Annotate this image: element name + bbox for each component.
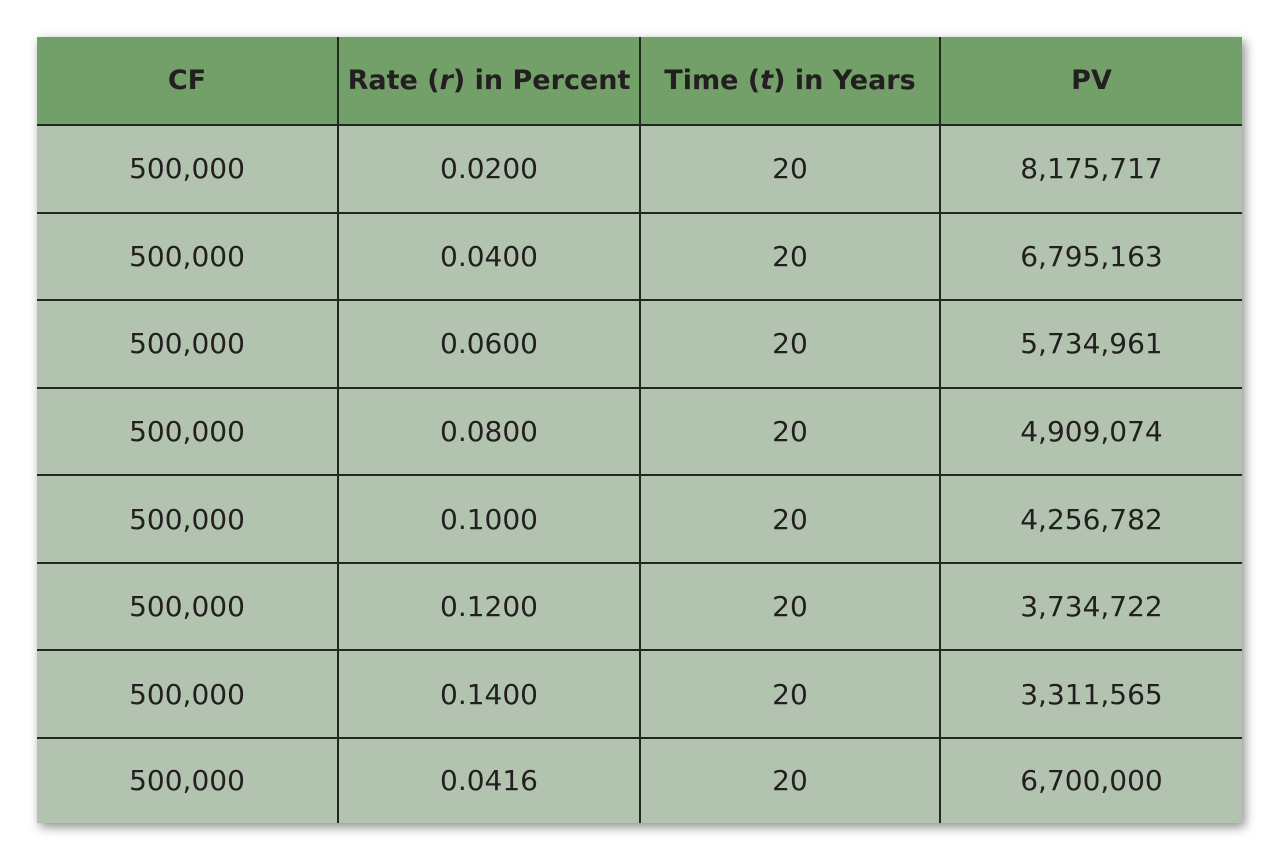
cell-pv: 3,311,565 bbox=[939, 649, 1242, 739]
cell-time: 20 bbox=[639, 649, 941, 739]
cell-time: 20 bbox=[639, 124, 941, 214]
pv-table-container: CF Rate (r) in Percent Time (t) in Years… bbox=[37, 37, 1242, 823]
header-rate-variable: r bbox=[439, 65, 453, 96]
cell-pv: 5,734,961 bbox=[939, 299, 1242, 389]
table-row: 500,000 0.0200 20 8,175,717 bbox=[37, 124, 1242, 214]
header-row: CF Rate (r) in Percent Time (t) in Years… bbox=[37, 37, 1242, 126]
cell-time: 20 bbox=[639, 299, 941, 389]
cell-pv: 8,175,717 bbox=[939, 124, 1242, 214]
header-rate-suffix: ) in Percent bbox=[452, 65, 631, 96]
header-rate-prefix: Rate ( bbox=[347, 65, 440, 96]
cell-rate: 0.0400 bbox=[337, 211, 641, 302]
table-row: 500,000 0.1400 20 3,311,565 bbox=[37, 649, 1242, 739]
header-cf: CF bbox=[37, 37, 339, 126]
cell-rate: 0.0600 bbox=[337, 299, 641, 389]
table-row: 500,000 0.0600 20 5,734,961 bbox=[37, 299, 1242, 389]
header-rate: Rate (r) in Percent bbox=[337, 37, 641, 126]
cell-cf: 500,000 bbox=[37, 211, 339, 302]
present-value-table: CF Rate (r) in Percent Time (t) in Years… bbox=[37, 37, 1242, 823]
cell-rate: 0.1000 bbox=[337, 474, 641, 564]
header-time-variable: t bbox=[760, 65, 774, 96]
header-cf-label: CF bbox=[167, 65, 207, 96]
table-row: 500,000 0.1200 20 3,734,722 bbox=[37, 561, 1242, 652]
cell-pv: 4,256,782 bbox=[939, 474, 1242, 564]
header-pv: PV bbox=[939, 37, 1242, 126]
cell-cf: 500,000 bbox=[37, 124, 339, 214]
header-time-prefix: Time ( bbox=[664, 65, 761, 96]
cell-cf: 500,000 bbox=[37, 649, 339, 739]
cell-cf: 500,000 bbox=[37, 386, 339, 477]
cell-cf: 500,000 bbox=[37, 561, 339, 652]
cell-pv: 6,700,000 bbox=[939, 736, 1242, 823]
cell-pv: 4,909,074 bbox=[939, 386, 1242, 477]
cell-time: 20 bbox=[639, 561, 941, 652]
table-row: 500,000 0.0800 20 4,909,074 bbox=[37, 386, 1242, 477]
cell-cf: 500,000 bbox=[37, 299, 339, 389]
cell-time: 20 bbox=[639, 211, 941, 302]
cell-rate: 0.1400 bbox=[337, 649, 641, 739]
cell-time: 20 bbox=[639, 736, 941, 823]
cell-rate: 0.0800 bbox=[337, 386, 641, 477]
cell-cf: 500,000 bbox=[37, 736, 339, 823]
cell-pv: 3,734,722 bbox=[939, 561, 1242, 652]
cell-pv: 6,795,163 bbox=[939, 211, 1242, 302]
header-time: Time (t) in Years bbox=[639, 37, 941, 126]
table-row: 500,000 0.0400 20 6,795,163 bbox=[37, 211, 1242, 302]
header-time-suffix: ) in Years bbox=[773, 65, 916, 96]
cell-rate: 0.0200 bbox=[337, 124, 641, 214]
table-row: 500,000 0.0416 20 6,700,000 bbox=[37, 736, 1242, 823]
cell-time: 20 bbox=[639, 386, 941, 477]
cell-rate: 0.1200 bbox=[337, 561, 641, 652]
cell-cf: 500,000 bbox=[37, 474, 339, 564]
cell-time: 20 bbox=[639, 474, 941, 564]
cell-rate: 0.0416 bbox=[337, 736, 641, 823]
table-row: 500,000 0.1000 20 4,256,782 bbox=[37, 474, 1242, 564]
header-pv-label: PV bbox=[1071, 65, 1112, 96]
